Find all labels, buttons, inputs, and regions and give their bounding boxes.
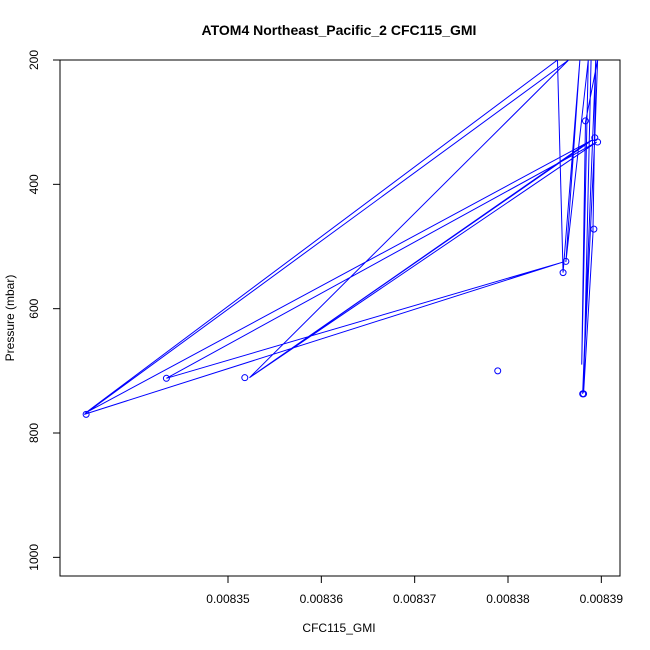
x-tick-label: 0.00837 <box>393 592 437 606</box>
plot-area <box>82 60 602 418</box>
y-axis-label: Pressure (mbar) <box>3 275 17 362</box>
data-point <box>162 374 170 382</box>
y-axis: 200 400 600 800 1000 <box>27 50 60 571</box>
y-tick-label: 400 <box>27 174 41 194</box>
x-tick-label: 0.00838 <box>486 592 530 606</box>
data-point <box>590 225 598 233</box>
x-tick-label: 0.00836 <box>300 592 344 606</box>
plot-frame <box>59 59 621 577</box>
chart-title: ATOM4 Northeast_Pacific_2 CFC115_GMI <box>202 22 477 38</box>
data-point <box>559 269 567 277</box>
x-tick-label: 0.00835 <box>206 592 250 606</box>
data-point <box>241 374 249 382</box>
x-axis: 0.00835 0.00836 0.00837 0.00838 0.00839 <box>206 576 623 606</box>
data-point <box>82 410 90 418</box>
data-point <box>562 257 570 265</box>
y-tick-label: 800 <box>27 423 41 443</box>
x-axis-label: CFC115_GMI <box>302 621 375 635</box>
y-tick-label: 200 <box>27 50 41 70</box>
y-tick-label: 1000 <box>27 544 41 571</box>
y-tick-label: 600 <box>27 298 41 318</box>
data-point <box>494 367 502 375</box>
data-point <box>579 390 587 398</box>
x-tick-label: 0.00839 <box>580 592 624 606</box>
data-point <box>594 138 602 146</box>
data-point <box>581 117 589 125</box>
series-line <box>83 60 599 415</box>
